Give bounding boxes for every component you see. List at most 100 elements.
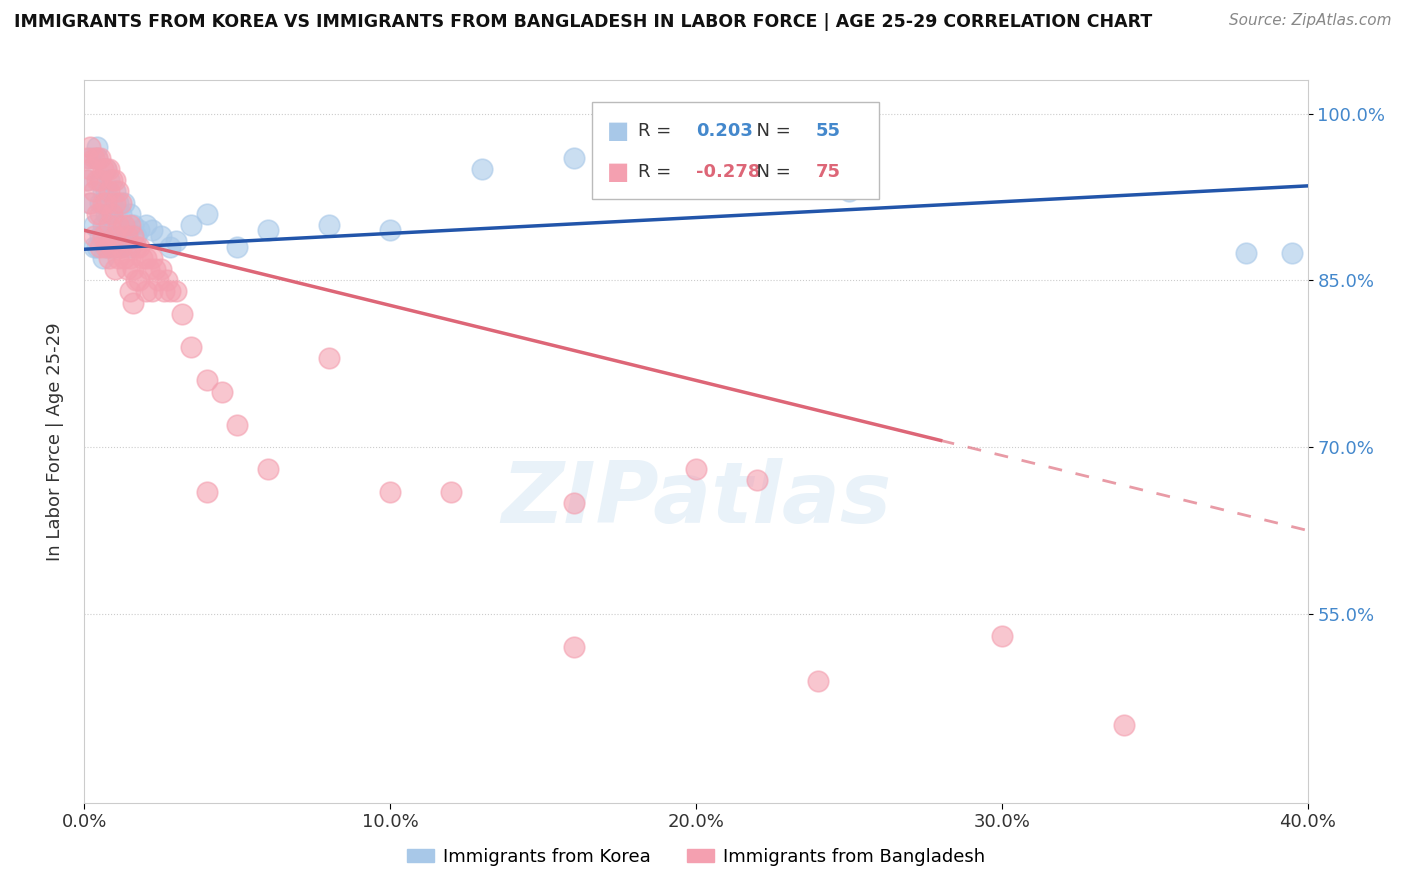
Point (128, 240, 150, 254)
Point (115, 228, 138, 243)
Point (86, 173, 108, 187)
Point (79, 151, 101, 165)
Text: IMMIGRANTS FROM KOREA VS IMMIGRANTS FROM BANGLADESH IN LABOR FORCE | AGE 25-29 C: IMMIGRANTS FROM KOREA VS IMMIGRANTS FROM… (14, 13, 1153, 31)
Point (165, 235, 187, 249)
Point (97, 207, 120, 221)
Point (79, 162, 101, 177)
Point (380, 484, 402, 499)
Point (89, 228, 111, 243)
Point (685, 173, 707, 187)
Point (110, 240, 132, 254)
Point (257, 223, 280, 237)
Point (562, 151, 585, 165)
Text: N =: N = (745, 122, 796, 140)
Point (120, 218, 142, 232)
Point (112, 251, 135, 265)
Point (120, 240, 142, 254)
Point (79, 195, 101, 210)
Point (83, 240, 105, 254)
Point (110, 195, 132, 210)
Point (86, 207, 108, 221)
Point (141, 285, 163, 299)
Point (76, 173, 98, 187)
Point (83, 218, 105, 232)
Point (83, 228, 105, 243)
Point (91, 218, 114, 232)
Point (104, 262, 127, 277)
Point (97, 240, 120, 254)
Point (122, 218, 145, 232)
Point (79, 140, 101, 154)
Point (165, 285, 187, 299)
Point (86, 151, 108, 165)
Point (1281, 245, 1303, 260)
Point (257, 462, 280, 476)
Text: ■: ■ (606, 120, 628, 144)
Point (838, 185, 860, 199)
Point (97, 185, 120, 199)
Point (122, 228, 145, 243)
Point (112, 218, 135, 232)
Point (101, 228, 124, 243)
Text: ■: ■ (606, 161, 628, 184)
Point (143, 262, 166, 277)
Point (79, 195, 101, 210)
Point (91, 185, 114, 199)
Point (380, 223, 402, 237)
Point (180, 340, 202, 354)
Point (112, 195, 135, 210)
Point (89, 173, 111, 187)
Point (685, 462, 707, 476)
Point (94, 185, 117, 199)
Point (125, 228, 148, 243)
Point (97, 251, 120, 265)
Point (97, 173, 120, 187)
Point (76, 151, 98, 165)
Point (112, 235, 135, 249)
Point (172, 307, 194, 321)
Point (153, 285, 176, 299)
Point (107, 228, 129, 243)
Point (149, 262, 172, 277)
Point (195, 373, 218, 387)
Text: N =: N = (745, 163, 796, 181)
Point (135, 285, 157, 299)
Point (107, 195, 129, 210)
Point (128, 273, 150, 287)
Point (86, 240, 108, 254)
Point (94, 240, 117, 254)
Point (562, 496, 585, 510)
Point (104, 228, 127, 243)
Point (115, 262, 138, 277)
Point (159, 240, 181, 254)
Point (195, 484, 218, 499)
Point (94, 162, 117, 177)
Point (125, 240, 148, 254)
Point (156, 273, 179, 287)
Point (141, 251, 163, 265)
Point (91, 162, 114, 177)
Point (97, 162, 120, 177)
Point (562, 640, 585, 655)
Text: -0.278: -0.278 (696, 163, 761, 181)
Point (101, 195, 124, 210)
Point (104, 195, 127, 210)
Point (122, 262, 145, 277)
Point (141, 223, 163, 237)
Point (94, 240, 117, 254)
Legend: Immigrants from Korea, Immigrants from Bangladesh: Immigrants from Korea, Immigrants from B… (399, 841, 993, 873)
Text: ZIPatlas: ZIPatlas (501, 458, 891, 541)
Point (1114, 718, 1136, 732)
Point (101, 240, 124, 254)
Point (120, 285, 142, 299)
Point (86, 140, 108, 154)
Point (159, 285, 181, 299)
Point (107, 185, 129, 199)
Point (226, 240, 249, 254)
Point (125, 273, 148, 287)
Point (104, 240, 127, 254)
Point (318, 218, 340, 232)
Point (131, 251, 153, 265)
Point (1236, 245, 1258, 260)
Text: R =: R = (638, 163, 678, 181)
